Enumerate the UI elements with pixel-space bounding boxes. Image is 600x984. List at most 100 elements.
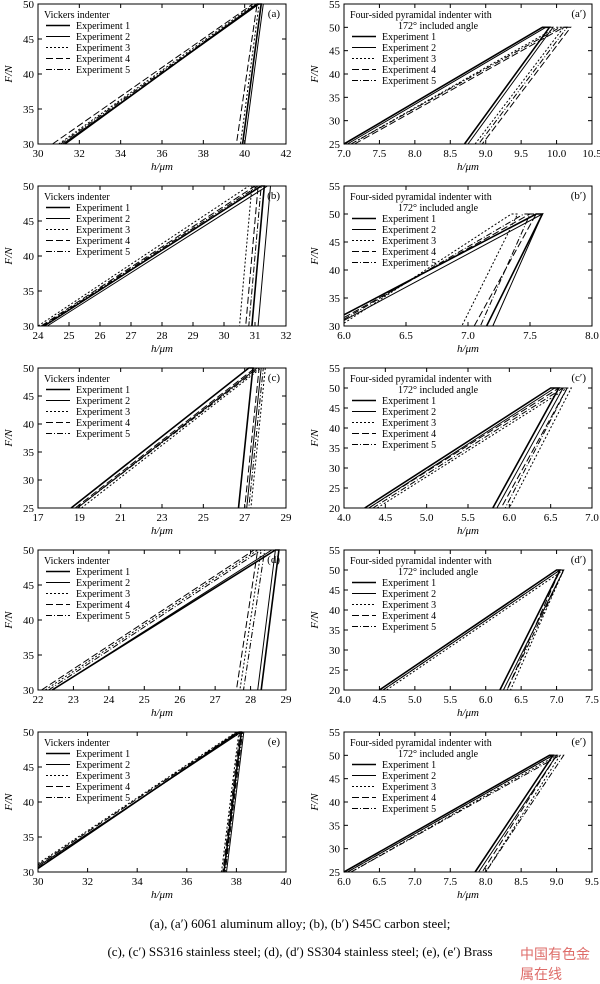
legend-label-e-exp4: Experiment 4 xyxy=(76,782,130,793)
series-line-bprime-exp3 xyxy=(343,213,519,327)
legend-label-cprime-exp3: Experiment 3 xyxy=(382,418,436,429)
x-tick-label-dprime: 5.0 xyxy=(408,694,422,706)
figure-caption-line-2: (c), (c′) SS316 stainless steel; (d), (d… xyxy=(107,944,493,959)
y-tick-label-dprime: 55 xyxy=(329,545,341,557)
legend-label-c-exp2: Experiment 2 xyxy=(76,396,130,407)
x-tick-label-a: 40 xyxy=(239,148,251,160)
y-tick-label-eprime: 45 xyxy=(329,774,341,786)
x-tick-label-e: 36 xyxy=(181,876,193,888)
legend-label-dprime-exp4: Experiment 4 xyxy=(382,611,436,622)
y-tick-label-a: 40 xyxy=(23,69,35,81)
series-line-d-exp2 xyxy=(51,549,276,691)
x-tick-label-aprime: 8.0 xyxy=(408,148,422,160)
legend-label-d-exp4: Experiment 4 xyxy=(76,600,130,611)
series-line-e-exp5 xyxy=(37,731,244,873)
x-tick-label-cprime: 4.0 xyxy=(337,512,351,524)
x-tick-label-eprime: 9.5 xyxy=(585,876,599,888)
y-axis-label-b: F/N xyxy=(3,247,15,266)
y-tick-label-bprime: 40 xyxy=(329,265,341,277)
series-line-dprime-exp3 xyxy=(386,568,565,691)
y-tick-label-aprime: 35 xyxy=(329,92,341,104)
y-tick-label-b: 30 xyxy=(23,321,35,333)
series-line-a-exp3 xyxy=(58,3,260,145)
x-tick-label-b: 32 xyxy=(281,330,292,342)
y-tick-label-aprime: 55 xyxy=(329,0,341,11)
legend-label-aprime-exp5: Experiment 5 xyxy=(382,76,436,87)
x-tick-label-eprime: 7.5 xyxy=(443,876,457,888)
legend-label-a-exp1: Experiment 1 xyxy=(76,21,130,32)
x-axis-label-d: h/μm xyxy=(151,707,173,719)
x-axis-label-c: h/μm xyxy=(151,525,173,537)
legend-label-bprime-exp2: Experiment 2 xyxy=(382,225,436,236)
y-tick-label-aprime: 30 xyxy=(329,116,341,128)
legend-label-e-exp5: Experiment 5 xyxy=(76,793,130,804)
series-line-b-exp4 xyxy=(40,185,259,327)
x-tick-label-cprime: 5.0 xyxy=(420,512,434,524)
y-tick-label-b: 40 xyxy=(23,251,35,263)
panel-label-aprime: (a′) xyxy=(571,8,586,20)
legend-label-d-exp3: Experiment 3 xyxy=(76,589,130,600)
y-tick-label-c: 45 xyxy=(23,391,35,403)
x-tick-label-d: 25 xyxy=(139,694,151,706)
x-axis-label-aprime: h/μm xyxy=(457,161,479,173)
y-tick-label-d: 35 xyxy=(23,650,35,662)
figure-caption-line-1: (a), (a′) 6061 aluminum alloy; (b), (b′)… xyxy=(149,916,451,931)
panel-label-e: (e) xyxy=(268,736,281,748)
x-axis-label-a: h/μm xyxy=(151,161,173,173)
series-line-d-exp3 xyxy=(44,549,262,691)
series-line-b-exp2 xyxy=(47,185,272,327)
series-line-c-exp1 xyxy=(70,367,254,509)
y-tick-label-e: 50 xyxy=(23,727,35,739)
x-tick-label-a: 36 xyxy=(157,148,169,160)
x-tick-label-bprime: 7.0 xyxy=(461,330,475,342)
y-tick-label-dprime: 20 xyxy=(329,685,341,697)
x-tick-label-d: 29 xyxy=(281,694,293,706)
legend-label-e-exp1: Experiment 1 xyxy=(76,749,130,760)
legend-title-eprime: 172° included angle xyxy=(398,749,479,760)
x-tick-label-eprime: 7.0 xyxy=(408,876,422,888)
series-line-bprime-exp2 xyxy=(343,212,544,327)
legend-label-eprime-exp4: Experiment 4 xyxy=(382,793,436,804)
y-axis-label-eprime: F/N xyxy=(309,793,321,812)
y-tick-label-cprime: 35 xyxy=(329,443,341,455)
panel-label-dprime: (d′) xyxy=(571,554,587,566)
legend-label-a-exp5: Experiment 5 xyxy=(76,65,130,76)
x-tick-label-d: 23 xyxy=(68,694,80,706)
x-tick-label-cprime: 6.5 xyxy=(544,512,558,524)
x-tick-label-dprime: 6.5 xyxy=(514,694,528,706)
x-tick-label-b: 27 xyxy=(126,330,138,342)
y-tick-label-e: 40 xyxy=(23,797,35,809)
legend-label-aprime-exp2: Experiment 2 xyxy=(382,43,436,54)
x-tick-label-c: 21 xyxy=(115,512,126,524)
series-line-cprime-exp3 xyxy=(376,387,573,509)
y-tick-label-bprime: 50 xyxy=(329,209,341,221)
series-line-eprime-exp1 xyxy=(343,754,555,873)
y-tick-label-d: 40 xyxy=(23,615,35,627)
x-tick-label-e: 40 xyxy=(281,876,293,888)
y-tick-label-b: 35 xyxy=(23,286,35,298)
series-line-aprime-exp2 xyxy=(347,26,554,145)
legend-label-c-exp4: Experiment 4 xyxy=(76,418,130,429)
legend-label-eprime-exp5: Experiment 5 xyxy=(382,804,436,815)
y-tick-label-c: 50 xyxy=(23,363,35,375)
x-tick-label-b: 30 xyxy=(219,330,231,342)
legend-title-aprime: 172° included angle xyxy=(398,21,479,32)
panel-label-c: (c) xyxy=(268,372,281,384)
y-tick-label-cprime: 25 xyxy=(329,483,341,495)
legend-label-b-exp1: Experiment 1 xyxy=(76,203,130,214)
y-tick-label-dprime: 50 xyxy=(329,565,341,577)
legend-label-aprime-exp4: Experiment 4 xyxy=(382,65,436,76)
legend-title-bprime: 172° included angle xyxy=(398,203,479,214)
series-line-c-exp4 xyxy=(74,367,260,509)
legend-label-dprime-exp2: Experiment 2 xyxy=(382,589,436,600)
legend-label-c-exp1: Experiment 1 xyxy=(76,385,130,396)
series-line-d-exp5 xyxy=(48,549,266,691)
y-tick-label-cprime: 50 xyxy=(329,383,341,395)
legend-label-d-exp2: Experiment 2 xyxy=(76,578,130,589)
y-axis-label-cprime: F/N xyxy=(309,429,321,448)
x-tick-label-b: 25 xyxy=(64,330,76,342)
x-tick-label-dprime: 4.5 xyxy=(373,694,387,706)
legend-title-a: Vickers indenter xyxy=(44,10,110,21)
y-tick-label-e: 35 xyxy=(23,832,35,844)
